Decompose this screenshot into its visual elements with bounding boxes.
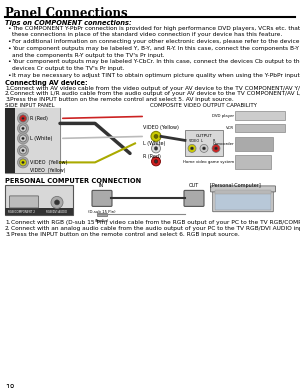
Bar [15, 108, 60, 173]
Bar [5, 208, 73, 215]
Text: It may be necessary to adjust TINT to obtain optimum picture quality when using : It may be necessary to adjust TINT to ob… [12, 73, 300, 78]
Text: Your component outputs may be labeled Y, B-Y, and R-Y. In this case, connect the: Your component outputs may be labeled Y,… [12, 47, 300, 57]
Text: •: • [7, 73, 11, 78]
Text: (Audio): (Audio) [95, 219, 109, 223]
Circle shape [22, 137, 24, 140]
FancyBboxPatch shape [92, 191, 112, 206]
Circle shape [17, 157, 28, 168]
Text: RGB/COMPONENT 2: RGB/COMPONENT 2 [8, 210, 35, 214]
Text: 3.: 3. [5, 232, 10, 237]
Circle shape [17, 113, 28, 124]
Text: VIDEO  (Yellow): VIDEO (Yellow) [30, 168, 65, 173]
Circle shape [20, 147, 26, 154]
Text: Tips on COMPONENT connections:: Tips on COMPONENT connections: [5, 20, 132, 26]
Text: RGB/DVI AUDIO: RGB/DVI AUDIO [46, 210, 67, 214]
Text: R (Red): R (Red) [30, 116, 48, 121]
FancyBboxPatch shape [10, 196, 38, 208]
Bar [97, 213, 107, 217]
Text: COMPOSITE VIDEO OUTPUT CAPABILITY: COMPOSITE VIDEO OUTPUT CAPABILITY [150, 103, 257, 108]
Circle shape [20, 115, 26, 122]
Circle shape [214, 147, 218, 150]
Text: •: • [7, 47, 11, 51]
Bar [235, 111, 285, 120]
Text: 2.: 2. [5, 227, 10, 231]
Text: Connecting AV device:: Connecting AV device: [5, 80, 88, 86]
Text: Press the INPUT button on the remote control and select 6. RGB input source.: Press the INPUT button on the remote con… [11, 232, 240, 237]
Circle shape [17, 145, 28, 156]
Circle shape [154, 159, 158, 163]
Text: •: • [7, 26, 11, 31]
Text: The COMPONENT Y-PbPr connection is provided for high performance DVD players, VC: The COMPONENT Y-PbPr connection is provi… [12, 26, 300, 37]
Bar [185, 130, 223, 156]
Text: VCR: VCR [226, 126, 234, 130]
Text: VIDEO  (Yellow): VIDEO (Yellow) [30, 160, 68, 165]
Text: OUTPUT: OUTPUT [196, 134, 212, 139]
Text: 18: 18 [5, 384, 14, 388]
FancyBboxPatch shape [184, 191, 204, 206]
Circle shape [22, 149, 24, 152]
Circle shape [190, 147, 194, 150]
FancyBboxPatch shape [213, 191, 273, 212]
Circle shape [22, 161, 24, 164]
Bar [235, 137, 273, 151]
Circle shape [20, 125, 26, 132]
Text: IN: IN [98, 184, 104, 189]
Text: Connect with an analog audio cable from the audio output of your PC to the TV RG: Connect with an analog audio cable from … [11, 227, 300, 231]
Text: •: • [7, 39, 11, 44]
Text: VIDEO (Yellow): VIDEO (Yellow) [143, 125, 179, 130]
Text: L: L [201, 139, 203, 144]
Text: 2.: 2. [5, 92, 10, 96]
Circle shape [55, 200, 59, 205]
Circle shape [212, 144, 220, 152]
Text: Your component outputs may be labeled Y-CbCr. In this case, connect the devices : Your component outputs may be labeled Y-… [12, 59, 300, 71]
Circle shape [154, 147, 158, 150]
Text: R (Red): R (Red) [143, 154, 161, 159]
Circle shape [20, 135, 26, 142]
Circle shape [202, 147, 206, 150]
Circle shape [20, 159, 26, 166]
Text: Connect with AV video cable from the video output of your AV device to the TV CO: Connect with AV video cable from the vid… [10, 86, 300, 91]
FancyBboxPatch shape [211, 186, 275, 192]
Text: R: R [213, 139, 215, 144]
Bar [5, 185, 73, 215]
Text: Connect with L/R audio cable from the audio output of your AV device to the TV C: Connect with L/R audio cable from the au… [10, 92, 300, 96]
Text: •: • [7, 59, 11, 64]
Bar [235, 125, 285, 132]
Text: SIDE INPUT PANEL: SIDE INPUT PANEL [5, 103, 55, 108]
Circle shape [17, 133, 28, 144]
Text: For additional information on connecting your other electronic devices, please r: For additional information on connecting… [12, 39, 300, 44]
Text: 1.: 1. [5, 86, 10, 91]
Text: 1.: 1. [5, 220, 10, 225]
Circle shape [22, 117, 24, 120]
Circle shape [152, 144, 160, 153]
Text: Connect with RGB (D-sub 15 Pin) video cable from the RGB output of your PC to th: Connect with RGB (D-sub 15 Pin) video ca… [11, 220, 300, 225]
Text: Home video game system: Home video game system [183, 160, 234, 165]
Text: Press the INPUT button on the remote control and select 5. AV input source.: Press the INPUT button on the remote con… [10, 97, 234, 102]
Bar [215, 191, 271, 194]
Text: [Personal Computer]: [Personal Computer] [210, 184, 261, 189]
Bar [215, 193, 271, 210]
Text: Panel Connections: Panel Connections [5, 7, 127, 20]
Text: L (White): L (White) [30, 136, 52, 141]
Circle shape [200, 144, 208, 152]
Circle shape [188, 144, 196, 152]
Circle shape [22, 127, 24, 130]
Circle shape [151, 132, 161, 141]
Circle shape [17, 123, 28, 134]
Text: PERSONAL COMPUTER CONNECTION: PERSONAL COMPUTER CONNECTION [5, 178, 141, 184]
Bar [235, 156, 271, 170]
Text: 3.: 3. [5, 97, 10, 102]
Text: VIDEO: VIDEO [189, 139, 200, 144]
Circle shape [154, 134, 158, 139]
Text: L (White): L (White) [143, 141, 165, 146]
Text: Camcorder: Camcorder [212, 142, 234, 146]
Circle shape [152, 157, 160, 166]
Text: OUT: OUT [189, 184, 199, 189]
Bar [5, 108, 60, 173]
Circle shape [51, 196, 63, 208]
Text: (D-sub 15 Pin): (D-sub 15 Pin) [88, 210, 116, 215]
Bar [5, 108, 15, 173]
Text: DVD player: DVD player [212, 114, 234, 118]
